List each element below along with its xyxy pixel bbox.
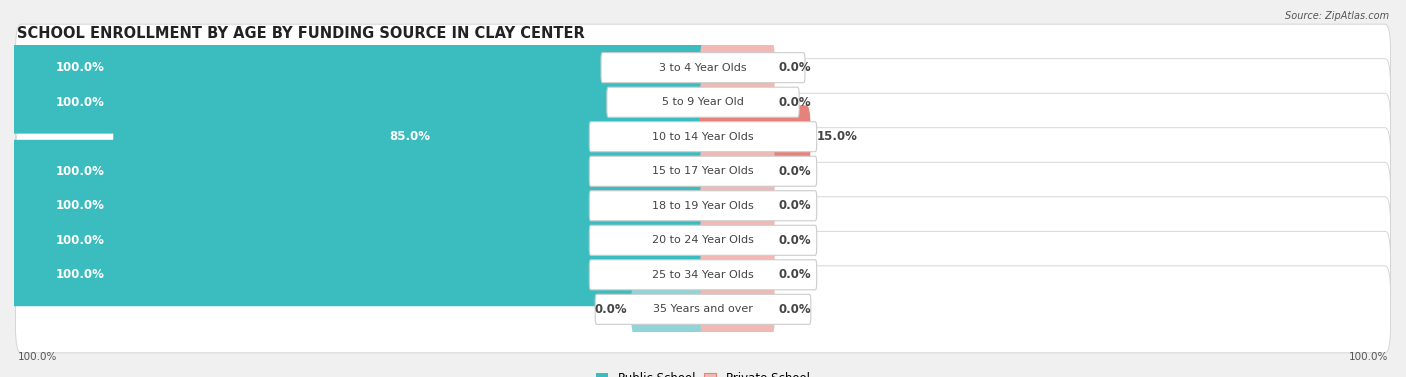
Text: SCHOOL ENROLLMENT BY AGE BY FUNDING SOURCE IN CLAY CENTER: SCHOOL ENROLLMENT BY AGE BY FUNDING SOUR… (17, 26, 585, 41)
FancyBboxPatch shape (10, 209, 707, 272)
FancyBboxPatch shape (589, 191, 817, 221)
Text: 10 to 14 Year Olds: 10 to 14 Year Olds (652, 132, 754, 142)
Text: 0.0%: 0.0% (595, 303, 627, 316)
FancyBboxPatch shape (15, 162, 1391, 249)
FancyBboxPatch shape (600, 53, 806, 83)
Text: Source: ZipAtlas.com: Source: ZipAtlas.com (1285, 11, 1389, 21)
FancyBboxPatch shape (699, 105, 810, 168)
FancyBboxPatch shape (15, 59, 1391, 146)
Text: 3 to 4 Year Olds: 3 to 4 Year Olds (659, 63, 747, 73)
FancyBboxPatch shape (15, 24, 1391, 111)
FancyBboxPatch shape (10, 36, 707, 99)
Text: 100.0%: 100.0% (55, 268, 104, 281)
FancyBboxPatch shape (589, 156, 817, 186)
FancyBboxPatch shape (700, 250, 775, 299)
Text: 100.0%: 100.0% (18, 352, 58, 362)
Text: 35 Years and over: 35 Years and over (652, 304, 754, 314)
FancyBboxPatch shape (700, 216, 775, 265)
FancyBboxPatch shape (589, 122, 817, 152)
FancyBboxPatch shape (595, 294, 811, 324)
FancyBboxPatch shape (114, 105, 707, 168)
Text: 0.0%: 0.0% (779, 61, 811, 74)
Text: 25 to 34 Year Olds: 25 to 34 Year Olds (652, 270, 754, 280)
Text: 100.0%: 100.0% (55, 165, 104, 178)
FancyBboxPatch shape (700, 285, 775, 334)
FancyBboxPatch shape (15, 231, 1391, 318)
Text: 20 to 24 Year Olds: 20 to 24 Year Olds (652, 235, 754, 245)
Text: 15 to 17 Year Olds: 15 to 17 Year Olds (652, 166, 754, 176)
Text: 85.0%: 85.0% (389, 130, 430, 143)
Legend: Public School, Private School: Public School, Private School (593, 369, 813, 377)
FancyBboxPatch shape (15, 197, 1391, 284)
FancyBboxPatch shape (700, 78, 775, 127)
FancyBboxPatch shape (607, 87, 799, 117)
Text: 18 to 19 Year Olds: 18 to 19 Year Olds (652, 201, 754, 211)
FancyBboxPatch shape (700, 43, 775, 92)
FancyBboxPatch shape (10, 140, 707, 203)
FancyBboxPatch shape (700, 181, 775, 230)
FancyBboxPatch shape (15, 93, 1391, 180)
FancyBboxPatch shape (589, 260, 817, 290)
Text: 100.0%: 100.0% (55, 61, 104, 74)
Text: 0.0%: 0.0% (779, 96, 811, 109)
Text: 0.0%: 0.0% (779, 165, 811, 178)
FancyBboxPatch shape (700, 147, 775, 196)
FancyBboxPatch shape (15, 128, 1391, 215)
FancyBboxPatch shape (631, 285, 706, 334)
Text: 100.0%: 100.0% (55, 199, 104, 212)
FancyBboxPatch shape (10, 244, 707, 306)
FancyBboxPatch shape (10, 174, 707, 237)
Text: 15.0%: 15.0% (817, 130, 858, 143)
Text: 100.0%: 100.0% (55, 96, 104, 109)
Text: 0.0%: 0.0% (779, 234, 811, 247)
Text: 0.0%: 0.0% (779, 199, 811, 212)
Text: 100.0%: 100.0% (1348, 352, 1388, 362)
Text: 100.0%: 100.0% (55, 234, 104, 247)
FancyBboxPatch shape (15, 266, 1391, 353)
Text: 0.0%: 0.0% (779, 268, 811, 281)
FancyBboxPatch shape (10, 71, 707, 133)
FancyBboxPatch shape (589, 225, 817, 255)
Text: 0.0%: 0.0% (779, 303, 811, 316)
Text: 5 to 9 Year Old: 5 to 9 Year Old (662, 97, 744, 107)
